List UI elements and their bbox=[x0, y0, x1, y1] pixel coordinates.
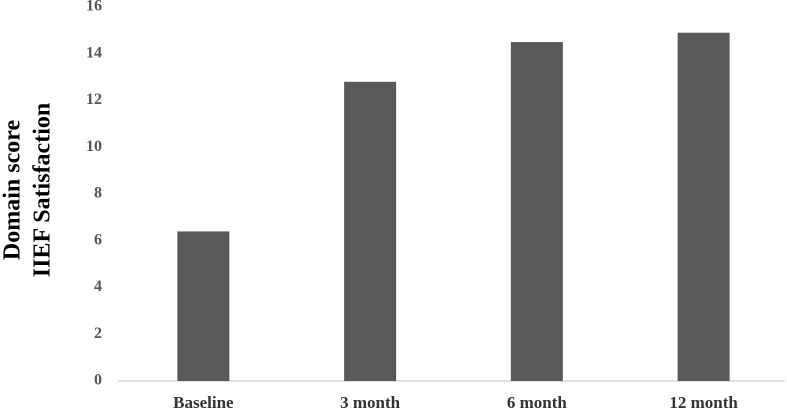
y-tick-label: 10 bbox=[86, 138, 102, 155]
y-tick-label: 6 bbox=[94, 231, 102, 248]
y-axis-label: Domain score bbox=[0, 120, 26, 261]
y-tick-label: 8 bbox=[94, 185, 102, 202]
y-tick-label: 16 bbox=[86, 0, 102, 15]
y-tick-label: 0 bbox=[94, 372, 102, 389]
y-tick-label: 12 bbox=[86, 91, 102, 108]
y-axis-label: IIEF Satisfaction bbox=[30, 103, 56, 277]
y-tick-label: 14 bbox=[86, 44, 102, 61]
bar bbox=[510, 42, 563, 381]
x-tick-label: 6 month bbox=[507, 393, 568, 412]
y-tick-label: 2 bbox=[94, 325, 102, 342]
x-tick-label: 12 month bbox=[669, 393, 738, 412]
y-tick-label: 4 bbox=[94, 278, 102, 295]
bar bbox=[677, 32, 730, 382]
bar bbox=[344, 81, 397, 382]
x-tick-label: 3 month bbox=[340, 393, 401, 412]
bar bbox=[177, 231, 230, 381]
x-tick-label: Baseline bbox=[173, 393, 234, 412]
